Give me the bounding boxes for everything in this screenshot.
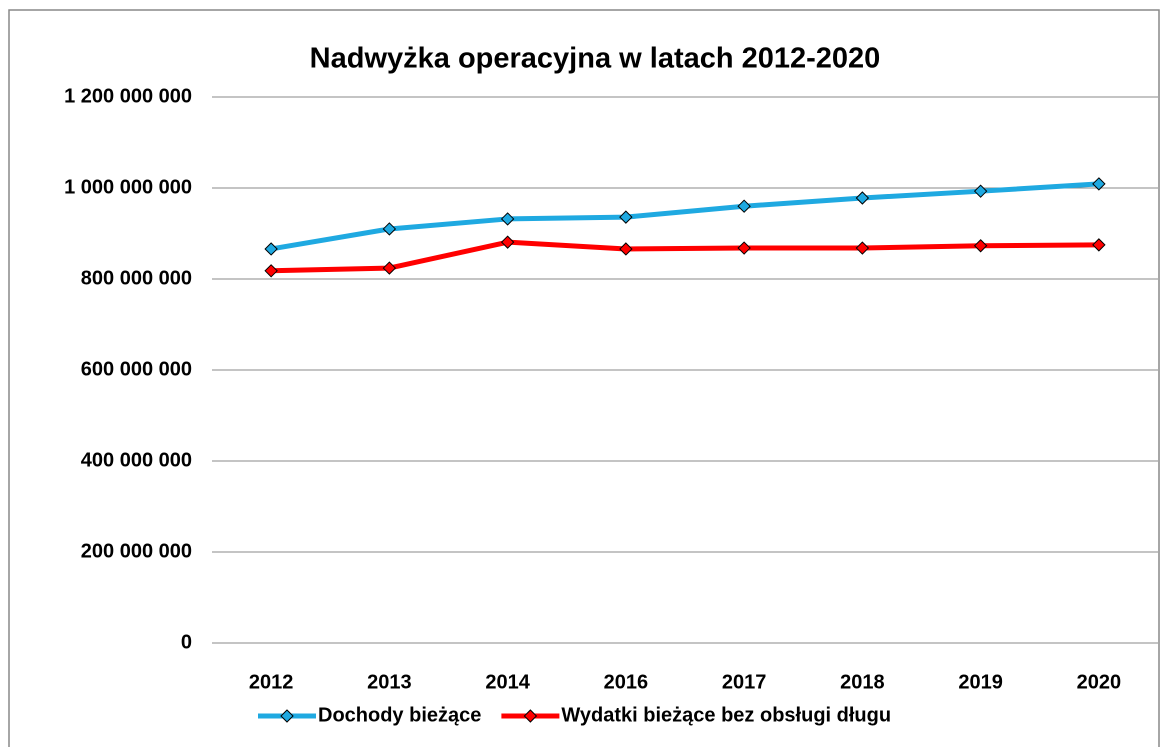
y-tick-label: 0 (181, 631, 192, 653)
chart-title: Nadwyżka operacyjna w latach 2012-2020 (310, 43, 881, 75)
y-tick-label: 800 000 000 (81, 267, 192, 289)
x-tick-label: 2016 (604, 671, 649, 693)
legend-label: Dochody bieżące (318, 704, 481, 726)
data-point (619, 210, 633, 224)
data-point (1092, 238, 1106, 252)
data-point (737, 199, 751, 213)
y-tick-label: 1 200 000 000 (64, 85, 192, 107)
data-point (973, 239, 988, 253)
data-point (619, 242, 633, 256)
x-tick-label: 2013 (367, 671, 412, 693)
data-point (973, 184, 988, 198)
y-tick-label: 600 000 000 (81, 358, 192, 380)
data-point (382, 261, 397, 275)
data-point (500, 235, 515, 249)
y-tick-label: 400 000 000 (81, 449, 192, 471)
x-tick-label: 2019 (958, 671, 1003, 693)
legend-label: Wydatki bieżące bez obsługi długu (561, 704, 891, 726)
y-tick-label: 1 000 000 000 (64, 176, 192, 198)
data-point (264, 242, 278, 256)
legend-marker (523, 709, 538, 723)
y-tick-label: 200 000 000 (81, 540, 192, 562)
data-point (1092, 177, 1106, 191)
legend-marker (280, 709, 294, 723)
data-point (500, 212, 515, 226)
data-point (382, 222, 397, 236)
data-point (264, 264, 278, 278)
x-tick-label: 2014 (485, 671, 530, 693)
data-point (855, 241, 870, 255)
series-line (271, 239, 1099, 274)
x-tick-label: 2020 (1077, 671, 1122, 693)
x-tick-label: 2018 (840, 671, 885, 693)
data-point (737, 241, 751, 255)
x-tick-label: 2017 (722, 671, 767, 693)
x-tick-label: 2012 (249, 671, 294, 693)
chart-frame (8, 9, 1160, 747)
data-point (855, 191, 870, 205)
series-line (270, 181, 1100, 252)
